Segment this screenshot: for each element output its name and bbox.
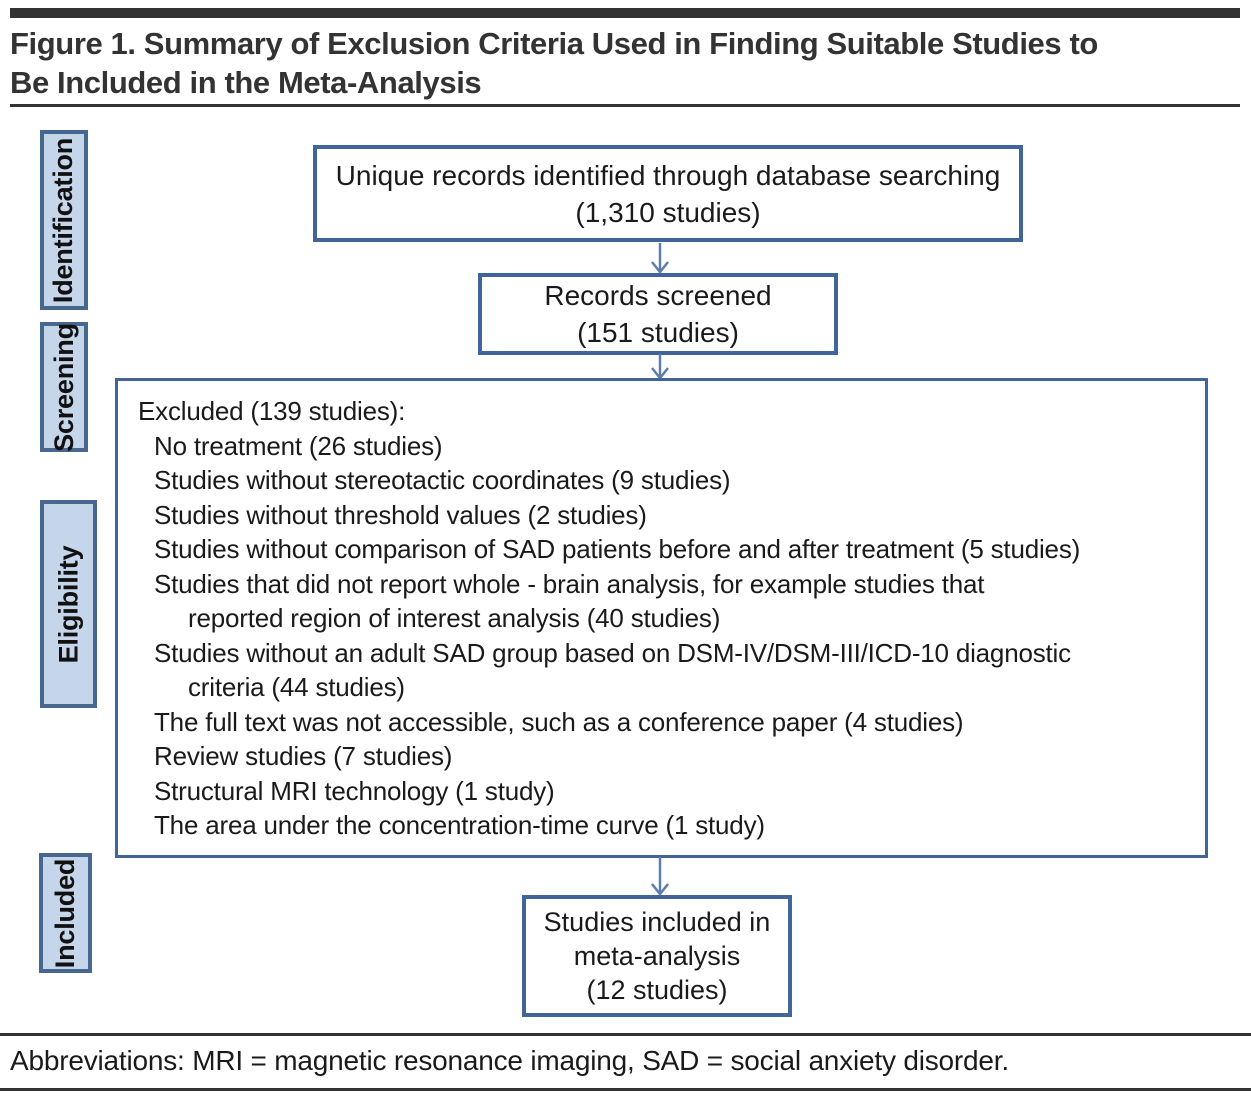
- footer-divider-bottom: [0, 1088, 1251, 1091]
- excluded-item-continuation: criteria (44 studies): [188, 672, 405, 702]
- excluded-item: Studies without an adult SAD group based…: [154, 637, 1071, 668]
- excluded-item: The area under the concentration-time cu…: [154, 810, 765, 840]
- top-rule-bar: [10, 8, 1240, 18]
- excluded-item: Studies that did not report whole - brai…: [154, 568, 985, 599]
- flow-arrow-down-2: [648, 354, 672, 379]
- abbreviations-note: Abbreviations: MRI = magnetic resonance …: [10, 1045, 1009, 1076]
- figure-title-line2: Be Included in the Meta-Analysis: [10, 65, 482, 100]
- figure-title: Figure 1. Summary of Exclusion Criteria …: [10, 24, 1248, 102]
- flow-arrow-down-3: [648, 857, 672, 895]
- studies-included-box: Studies included in meta-analysis (12 st…: [522, 895, 792, 1017]
- excluded-item: Studies without comparison of SAD patien…: [154, 534, 1081, 564]
- footer-divider-top: [0, 1033, 1251, 1036]
- studies-included-line1: Studies included in: [543, 907, 771, 937]
- records-screened-box: Records screened (151 studies): [478, 273, 838, 355]
- excluded-item: Structural MRI technology (1 study): [154, 775, 555, 806]
- excluded-item: The full text was not accessible, such a…: [154, 706, 964, 737]
- studies-included-count: (12 studies): [586, 975, 728, 1005]
- excluded-header: Excluded (139 studies):: [138, 396, 406, 426]
- stage-label-identification: Identification: [40, 130, 88, 310]
- stage-label-identification-text: Identification: [48, 137, 79, 303]
- excluded-item: Review studies (7 studies): [154, 741, 453, 771]
- excluded-item: Studies without threshold values (2 stud…: [154, 499, 647, 530]
- records-screened-line1: Records screened: [544, 280, 772, 311]
- excluded-criteria-box: Excluded (139 studies): No treatment (26…: [115, 378, 1208, 858]
- studies-included-line2: meta-analysis: [573, 941, 741, 971]
- excluded-item-continuation: reported region of interest analysis (40…: [188, 603, 721, 633]
- stage-label-included: Included: [39, 853, 92, 973]
- flow-arrow-down-1: [648, 243, 672, 273]
- stage-label-screening: Screening: [40, 322, 88, 452]
- records-screened-count: (151 studies): [577, 317, 739, 348]
- stage-label-included-text: Included: [50, 858, 80, 968]
- records-identified-line1: Unique records identified through databa…: [335, 159, 1001, 191]
- records-identified-box: Unique records identified through databa…: [313, 145, 1023, 242]
- excluded-item: Studies without stereotactic coordinates…: [154, 465, 731, 495]
- records-identified-count: (1,310 studies): [575, 196, 761, 228]
- stage-label-eligibility: Eligibility: [40, 500, 97, 708]
- stage-label-eligibility-text: Eligibility: [53, 545, 83, 663]
- title-divider: [10, 104, 1240, 107]
- excluded-item: No treatment (26 studies): [154, 430, 443, 461]
- stage-label-screening-text: Screening: [48, 322, 79, 452]
- figure-title-line1: Figure 1. Summary of Exclusion Criteria …: [10, 26, 1098, 61]
